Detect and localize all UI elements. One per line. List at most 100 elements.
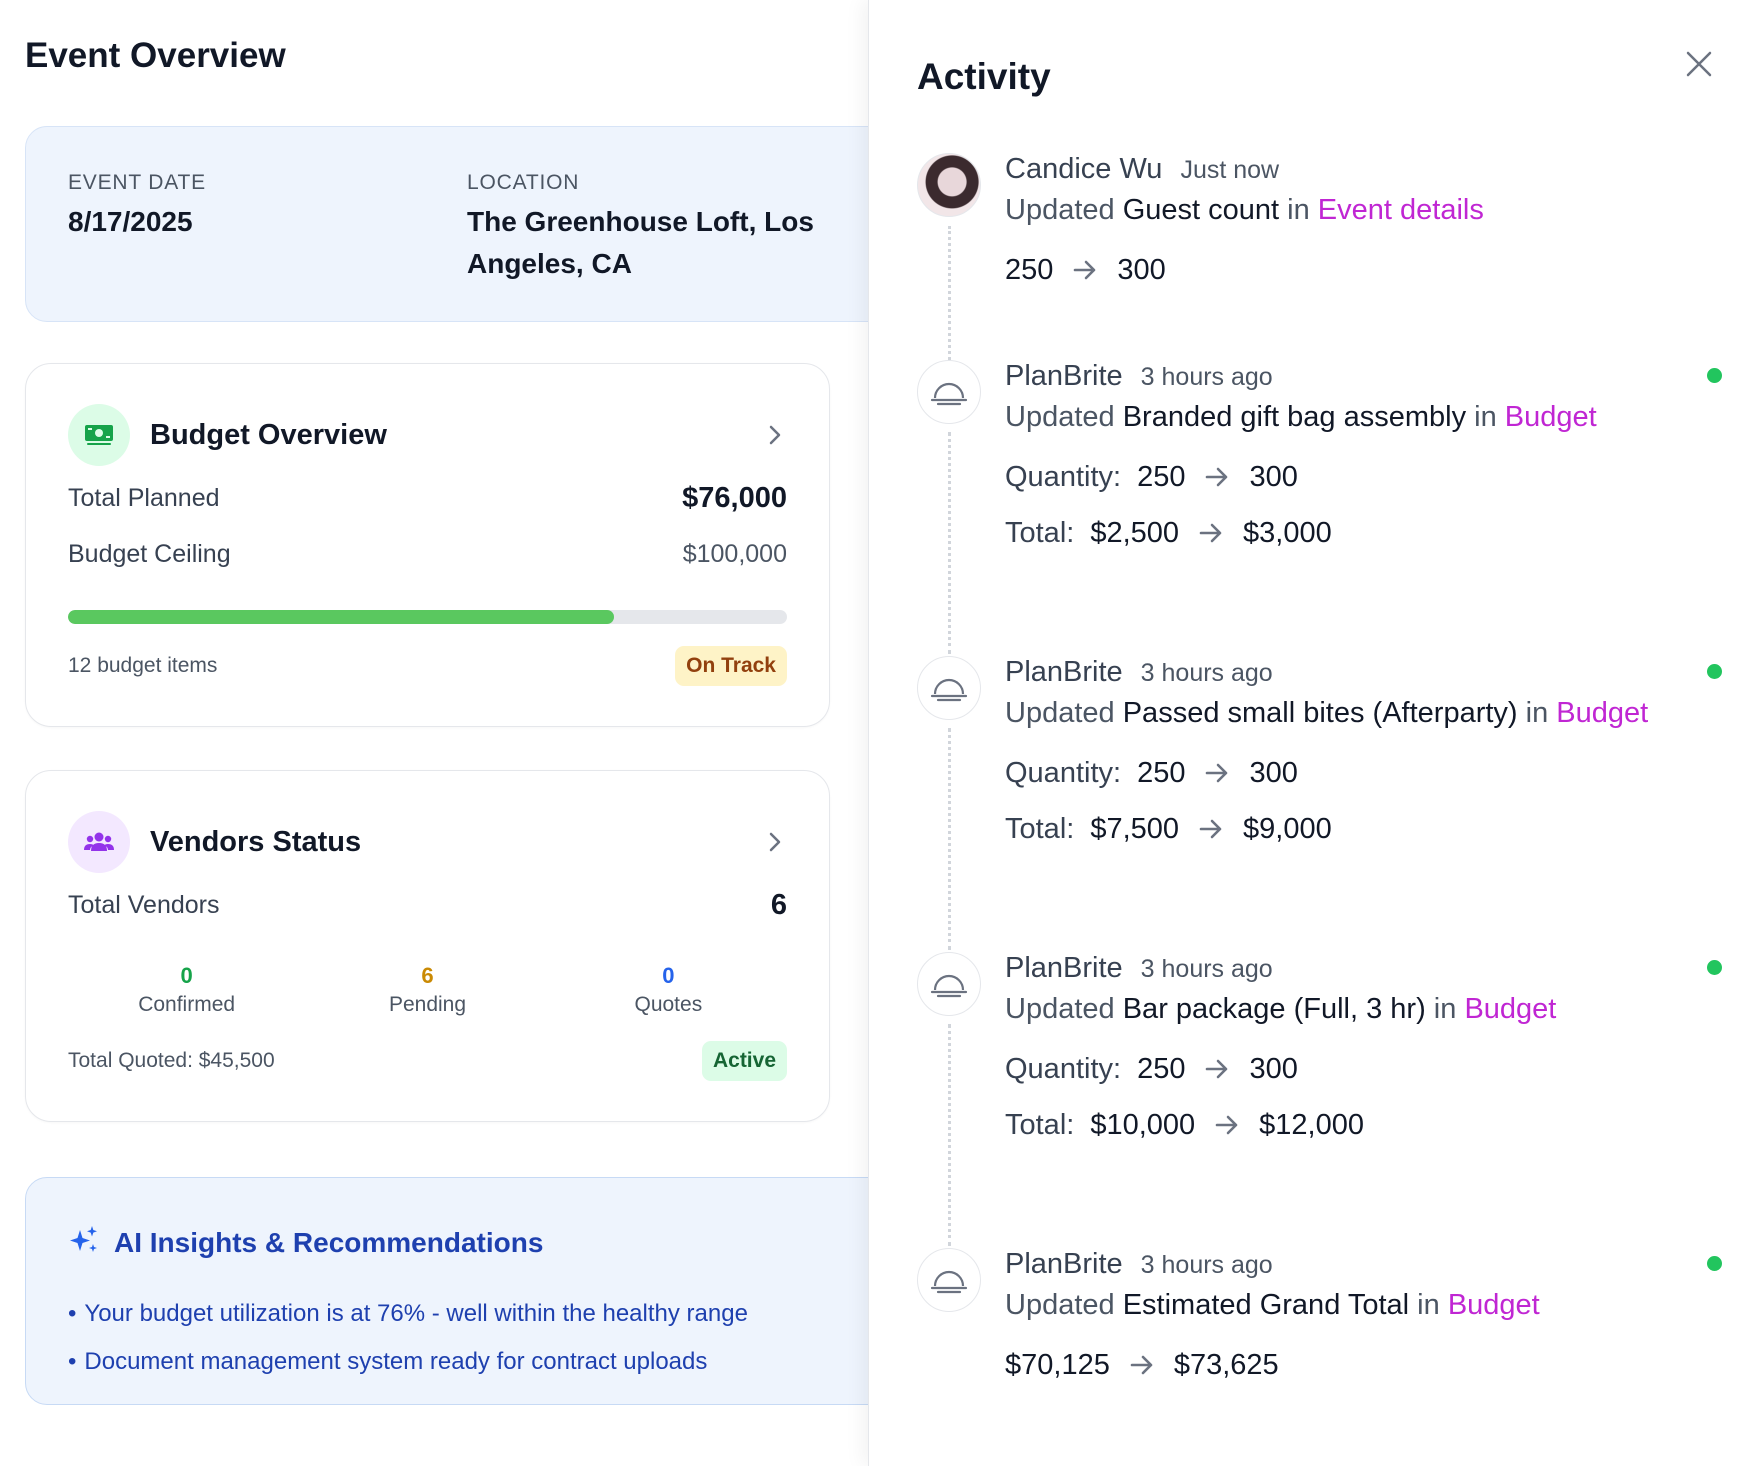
budget-ceiling-value: $100,000 <box>682 540 787 568</box>
activity-in: in <box>1433 993 1457 1025</box>
timeline-connector <box>948 728 951 950</box>
activity-time: 3 hours ago <box>1140 955 1273 983</box>
activity-author: PlanBrite <box>1005 656 1123 688</box>
total-planned-label: Total Planned <box>68 484 220 512</box>
list-item: Document management system ready for con… <box>68 1338 748 1386</box>
planbrite-logo-icon <box>930 382 968 406</box>
activity-item[interactable]: PlanBrite 3 hours ago Updated Branded gi… <box>917 360 1722 580</box>
unread-dot <box>1707 960 1722 975</box>
event-date: EVENT DATE 8/17/2025 <box>68 171 206 243</box>
activity-verb: Updated <box>1005 194 1115 226</box>
activity-header: PlanBrite 3 hours ago <box>1005 656 1722 689</box>
change-from: 250 <box>1137 1052 1186 1085</box>
event-location: LOCATION The Greenhouse Loft, Los Angele… <box>467 171 837 285</box>
activity-header: PlanBrite 3 hours ago <box>1005 360 1722 393</box>
total-vendors-label: Total Vendors <box>68 891 220 919</box>
avatar <box>917 1248 981 1312</box>
change-row: Quantity: 250 300 <box>1005 460 1722 494</box>
activity-header: Candice Wu Just now <box>1005 153 1722 186</box>
activity-area-link[interactable]: Budget <box>1556 697 1649 729</box>
budget-overview-card[interactable]: Budget Overview Total Planned $76,000 Bu… <box>25 363 830 727</box>
change-to: 300 <box>1249 1052 1298 1085</box>
change-label: Total: <box>1005 812 1075 845</box>
stat-quotes-value: 0 <box>662 963 675 988</box>
vendors-card-title: Vendors Status <box>150 825 362 858</box>
chevron-right-icon[interactable] <box>763 830 787 854</box>
activity-verb: Updated <box>1005 993 1115 1025</box>
budget-items-count: 12 budget items <box>68 654 218 677</box>
change-to: $9,000 <box>1243 812 1332 845</box>
change-from: $70,125 <box>1005 1348 1110 1381</box>
activity-verb: Updated <box>1005 401 1115 433</box>
change-row: Quantity: 250 300 <box>1005 756 1722 790</box>
change-from: 250 <box>1137 756 1186 789</box>
activity-time: Just now <box>1180 156 1280 184</box>
activity-time: 3 hours ago <box>1140 659 1273 687</box>
close-icon[interactable] <box>1681 46 1717 82</box>
activity-area-link[interactable]: Budget <box>1464 993 1557 1025</box>
event-location-label: LOCATION <box>467 171 580 194</box>
activity-target: Bar package (Full, 3 hr) <box>1122 993 1426 1025</box>
vendors-footer: Total Quoted: $45,500 Active <box>68 1041 787 1081</box>
activity-action: Updated Estimated Grand Total in Budget <box>1005 1289 1722 1322</box>
activity-author: PlanBrite <box>1005 952 1123 984</box>
arrow-right-icon <box>1205 761 1229 785</box>
arrow-right-icon <box>1199 521 1223 545</box>
status-badge: On Track <box>675 646 787 686</box>
ai-insights-header: AI Insights & Recommendations <box>68 1224 543 1261</box>
page-title: Event Overview <box>25 36 286 75</box>
change-to: 300 <box>1249 756 1298 789</box>
activity-area-link[interactable]: Event details <box>1317 194 1484 226</box>
timeline-connector <box>948 432 951 654</box>
arrow-right-icon <box>1215 1113 1239 1137</box>
activity-target: Estimated Grand Total <box>1122 1289 1410 1321</box>
change-from: $2,500 <box>1090 516 1180 549</box>
change-to: $3,000 <box>1243 516 1332 549</box>
vendors-status-card[interactable]: Vendors Status Total Vendors 6 0 Confirm… <box>25 770 830 1122</box>
activity-action: Updated Bar package (Full, 3 hr) in Budg… <box>1005 993 1722 1026</box>
budget-card-header: Budget Overview <box>68 404 787 466</box>
activity-item[interactable]: PlanBrite 3 hours ago Updated Estimated … <box>917 1248 1722 1408</box>
stat-pending-value: 6 <box>421 963 434 988</box>
activity-item[interactable]: PlanBrite 3 hours ago Updated Bar packag… <box>917 952 1722 1172</box>
vendor-stats: 0 Confirmed 6 Pending 0 Quotes <box>68 963 787 1023</box>
change-row: 250 300 <box>1005 253 1722 287</box>
activity-time: 3 hours ago <box>1140 363 1273 391</box>
activity-item[interactable]: PlanBrite 3 hours ago Updated Passed sma… <box>917 656 1722 876</box>
budget-card-title: Budget Overview <box>150 418 387 451</box>
change-from: 250 <box>1137 460 1186 493</box>
change-to: 300 <box>1249 460 1298 493</box>
budget-progress-fill <box>68 610 615 624</box>
unread-dot <box>1707 1256 1722 1271</box>
activity-item-body: PlanBrite 3 hours ago Updated Branded gi… <box>1005 360 1722 550</box>
budget-ceiling-row: Budget Ceiling $100,000 <box>68 540 787 569</box>
arrow-right-icon <box>1130 1353 1154 1377</box>
total-vendors-row: Total Vendors 6 <box>68 889 787 922</box>
activity-in: in <box>1417 1289 1440 1321</box>
activity-area-link[interactable]: Budget <box>1504 401 1597 433</box>
list-item: Your budget utilization is at 76% - well… <box>68 1290 748 1338</box>
change-row: Quantity: 250 300 <box>1005 1052 1722 1086</box>
stat-pending-label: Pending <box>388 993 467 1016</box>
change-row: Total: $10,000 $12,000 <box>1005 1108 1722 1142</box>
planbrite-logo-icon <box>930 678 968 702</box>
activity-area-link[interactable]: Budget <box>1447 1289 1540 1321</box>
change-to: $12,000 <box>1259 1108 1364 1141</box>
arrow-right-icon <box>1073 258 1097 282</box>
change-row: $70,125 $73,625 <box>1005 1348 1722 1382</box>
vendors-card-header: Vendors Status <box>68 811 787 873</box>
activity-item[interactable]: Candice Wu Just now Updated Guest count … <box>917 153 1722 313</box>
change-label: Total: <box>1005 516 1075 549</box>
activity-in: in <box>1525 697 1549 729</box>
activity-in: in <box>1287 194 1310 226</box>
total-vendors-value: 6 <box>770 889 787 921</box>
activity-header: PlanBrite 3 hours ago <box>1005 1248 1722 1281</box>
activity-item-body: PlanBrite 3 hours ago Updated Estimated … <box>1005 1248 1722 1382</box>
total-planned-row: Total Planned $76,000 <box>68 482 787 515</box>
avatar <box>917 952 981 1016</box>
change-label: Quantity: <box>1005 1052 1122 1085</box>
total-planned-value: $76,000 <box>682 482 787 514</box>
activity-header: PlanBrite 3 hours ago <box>1005 952 1722 985</box>
chevron-right-icon[interactable] <box>763 423 787 447</box>
change-label: Total: <box>1005 1108 1075 1141</box>
